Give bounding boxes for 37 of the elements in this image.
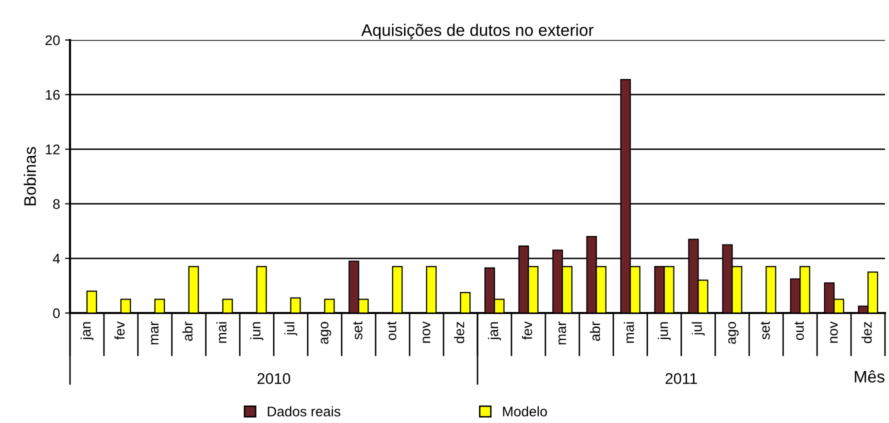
x-tick-label: ago xyxy=(728,322,739,344)
x-tick-label: jan xyxy=(488,322,501,340)
x-tick-label: fev xyxy=(114,321,125,340)
x-tick-label: jun xyxy=(658,322,671,340)
y-tick-label: 20 xyxy=(46,35,60,46)
y-tick-label: 0 xyxy=(53,308,60,318)
x-tick-label: abr xyxy=(590,322,600,341)
x-tick-label: out xyxy=(387,321,396,340)
x-tick-label: abr xyxy=(182,322,193,341)
y-tick-label: 16 xyxy=(46,90,60,100)
x-tick-label: mar xyxy=(558,322,566,344)
x-tick-label: set xyxy=(760,321,770,340)
x-tick-label: jun xyxy=(250,322,264,340)
y-tick-label: 4 xyxy=(52,254,60,264)
x-tick-label: fev xyxy=(522,321,532,340)
x-tick-label: set xyxy=(353,321,362,340)
text: 2010 xyxy=(258,373,290,384)
x-tick-label: ago xyxy=(320,322,332,344)
x-tick-label: nov xyxy=(830,321,838,343)
y-axis-title: Bobinas xyxy=(24,146,36,206)
x-tick-label: jul xyxy=(284,322,298,336)
x-tick-label: dez xyxy=(862,322,872,344)
x-tick-label: nov xyxy=(422,321,430,343)
text: 2011 xyxy=(666,373,697,384)
x-tick-label: mai xyxy=(624,322,634,343)
x-axis-title: Mês xyxy=(854,370,884,383)
x-tick-label: mai xyxy=(216,322,227,343)
legend-label: Modelo xyxy=(503,406,547,416)
x-tick-label: mar xyxy=(151,322,159,344)
x-tick-label: out xyxy=(794,321,804,340)
y-tick-label: 12 xyxy=(46,144,60,154)
x-tick-label: jul xyxy=(692,322,705,336)
legend-label: Dados reais xyxy=(268,406,340,416)
x-tick-label: dez xyxy=(454,322,464,344)
y-tick-label: 8 xyxy=(53,199,60,209)
chart-title: Aquisições de dutos no exterior xyxy=(361,24,594,40)
x-tick-label: jan xyxy=(80,322,94,340)
